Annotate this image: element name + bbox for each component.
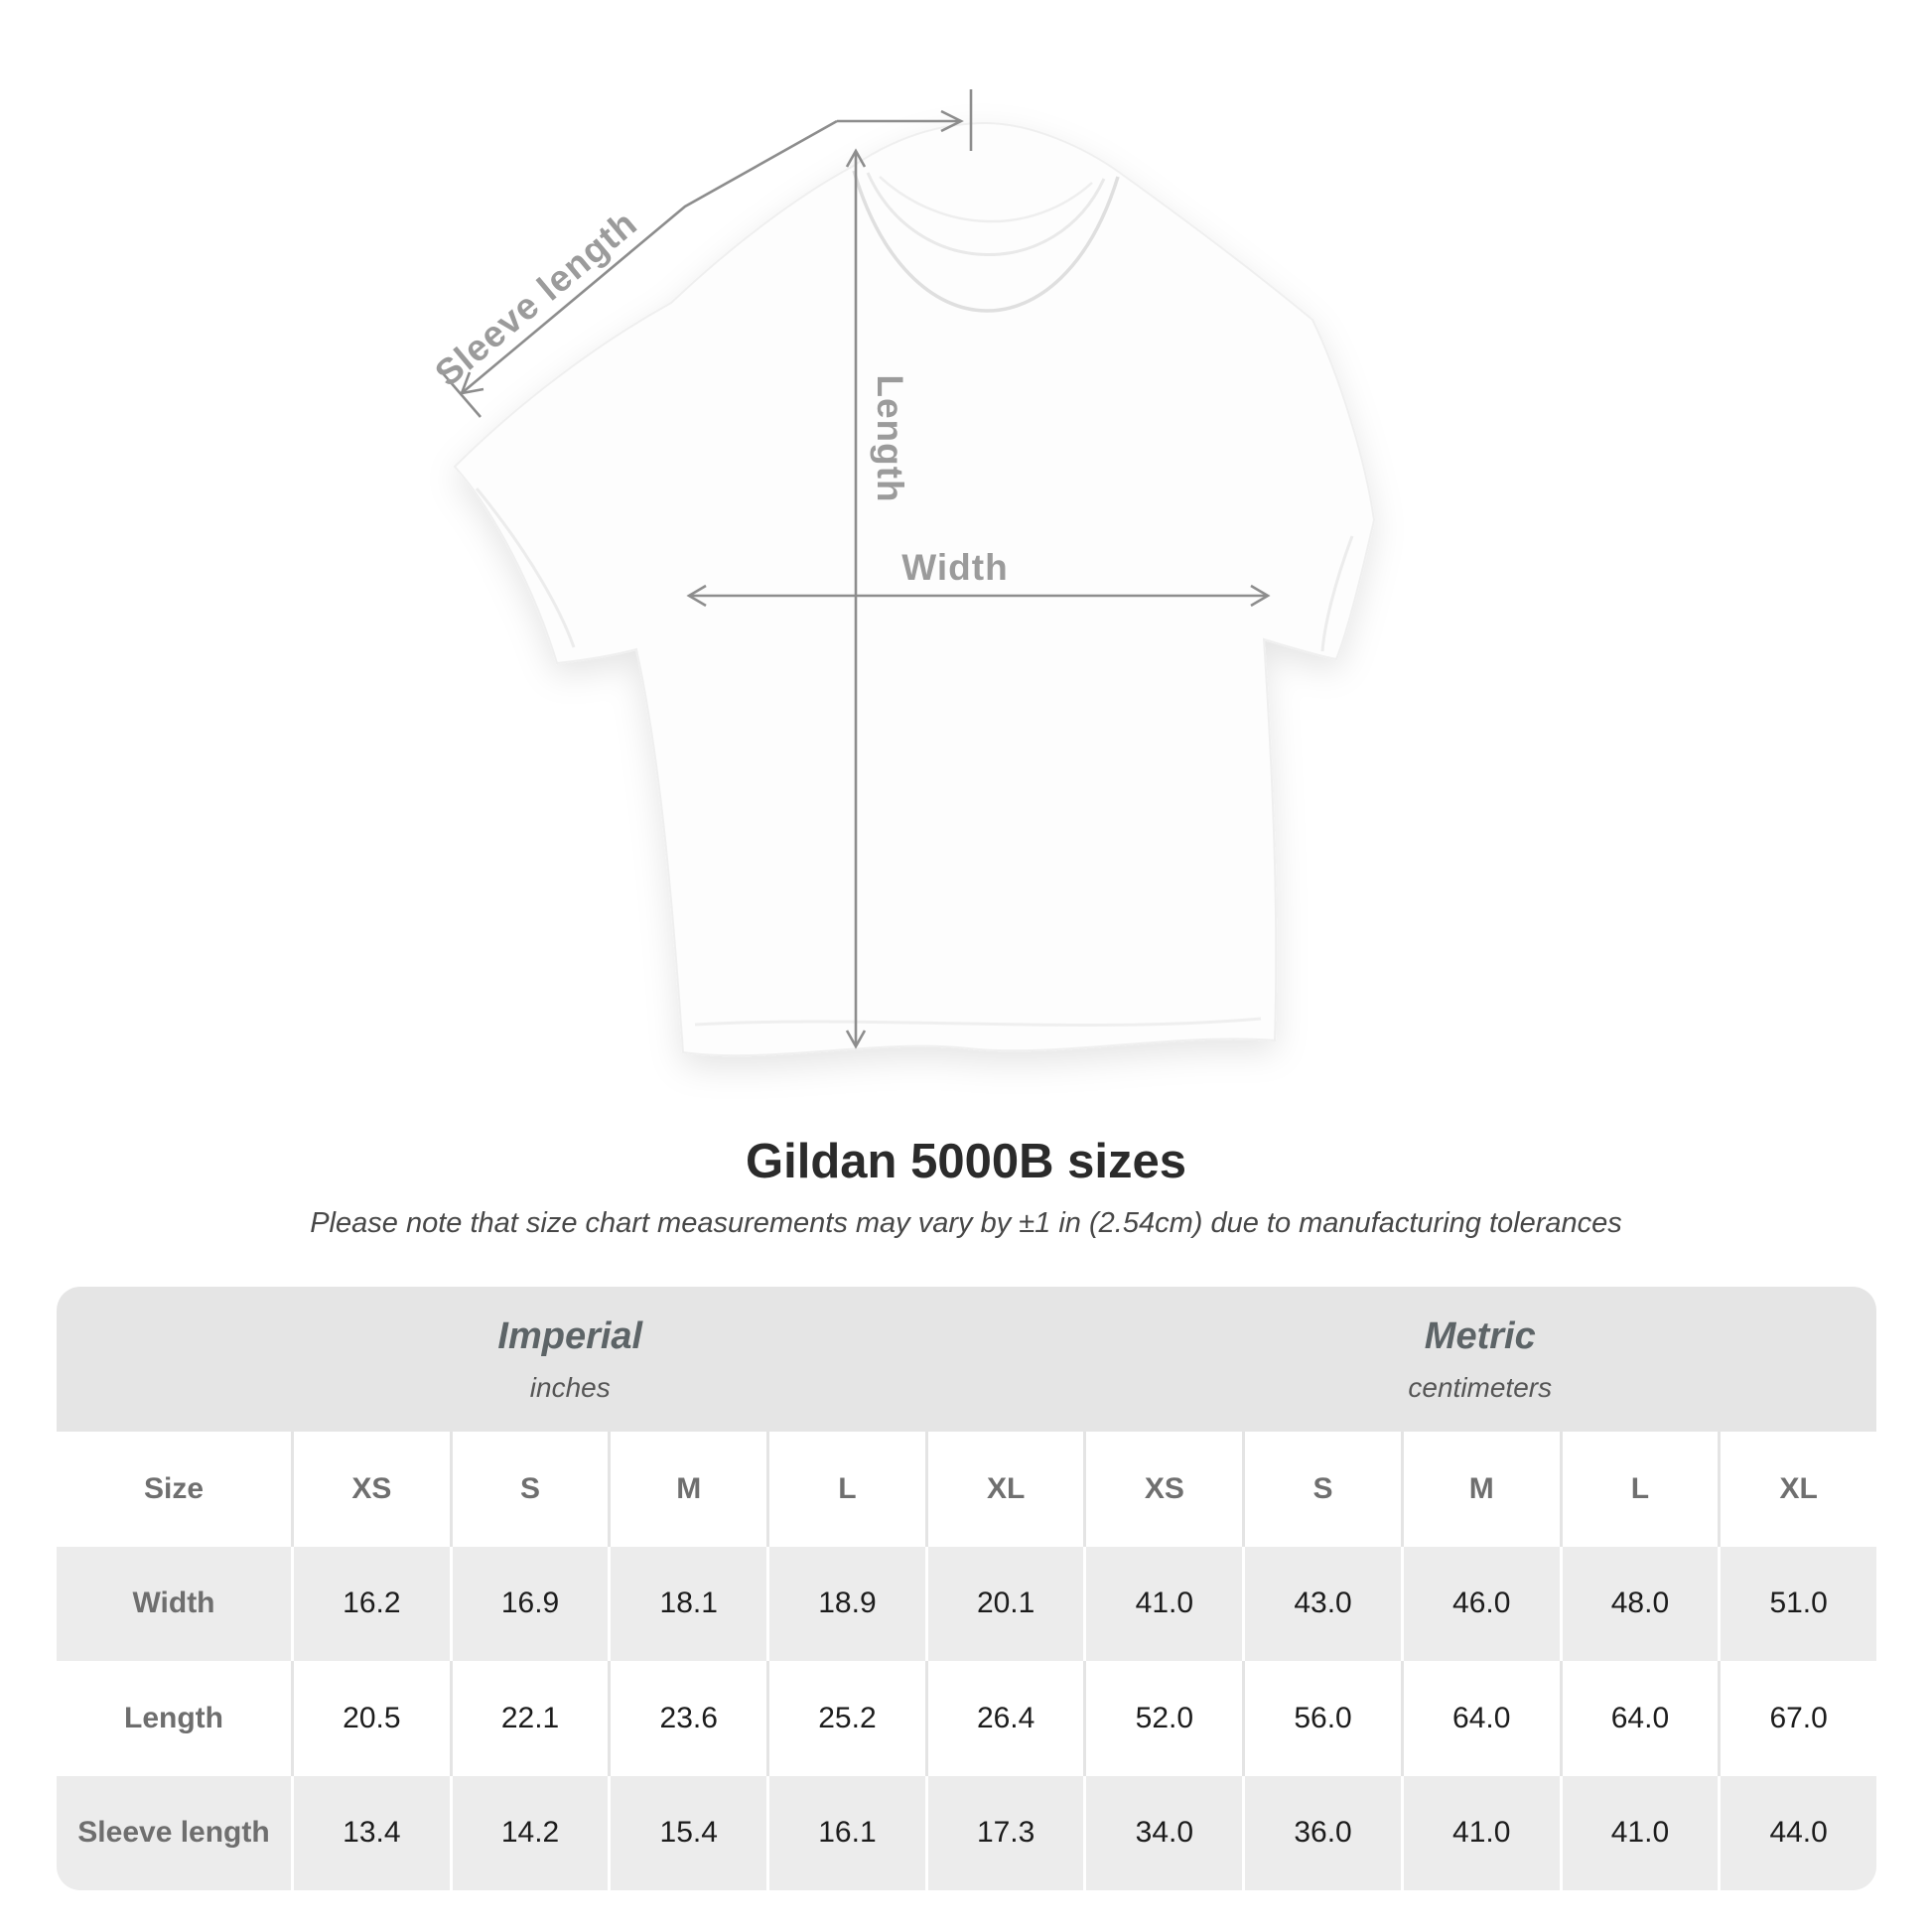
table-row-sleeve-length: Sleeve length 13.4 14.2 15.4 16.1 17.3 3… xyxy=(57,1775,1876,1890)
col-header: M xyxy=(608,1432,766,1547)
col-header: XS xyxy=(291,1432,450,1547)
value-cell: 64.0 xyxy=(1559,1661,1719,1776)
value-cell: 20.5 xyxy=(291,1661,450,1776)
value-cell: 16.9 xyxy=(449,1546,609,1661)
imperial-sublabel: inches xyxy=(529,1371,611,1403)
value-cell: 43.0 xyxy=(1242,1546,1401,1661)
size-header-cell: Size xyxy=(143,1471,205,1505)
page-title: Gildan 5000B sizes xyxy=(746,1135,1186,1188)
row-label: Length xyxy=(124,1701,223,1734)
table-row-width: Width 16.2 16.9 18.1 18.9 20.1 41.0 43.0… xyxy=(57,1546,1876,1661)
metric-label: Metric xyxy=(1424,1314,1536,1357)
unit-group-imperial: Imperial inches xyxy=(57,1287,1084,1432)
size-table: Imperial inches Metric centimeters Size … xyxy=(57,1287,1876,1890)
col-header: XL xyxy=(924,1432,1084,1547)
table-header-row: Size XS S M L XL XS S M L XL xyxy=(57,1432,1876,1547)
row-label: Width xyxy=(132,1587,215,1620)
value-cell: 20.1 xyxy=(924,1546,1084,1661)
hem-stitch xyxy=(694,1017,1262,1027)
row-label: Sleeve length xyxy=(77,1816,270,1850)
metric-sublabel: centimeters xyxy=(1408,1371,1553,1403)
value-cell: 34.0 xyxy=(1083,1775,1242,1890)
value-cell: 51.0 xyxy=(1718,1546,1876,1661)
value-cell: 23.6 xyxy=(608,1661,766,1776)
col-header: M xyxy=(1400,1432,1560,1547)
value-cell: 48.0 xyxy=(1559,1546,1719,1661)
unit-band: Imperial inches Metric centimeters xyxy=(57,1287,1876,1432)
value-cell: 52.0 xyxy=(1083,1661,1242,1776)
value-cell: 41.0 xyxy=(1083,1546,1242,1661)
width-measure-line xyxy=(686,584,1271,608)
col-header: XL xyxy=(1718,1432,1876,1547)
imperial-label: Imperial xyxy=(497,1314,643,1357)
value-cell: 41.0 xyxy=(1559,1775,1719,1890)
col-header: L xyxy=(766,1432,925,1547)
value-cell: 36.0 xyxy=(1242,1775,1401,1890)
collar-inner-edge xyxy=(866,172,1106,256)
collar-outer-seam xyxy=(852,170,1120,313)
col-header: XS xyxy=(1083,1432,1242,1547)
unit-group-metric: Metric centimeters xyxy=(1084,1287,1876,1432)
shirt-diagram: Sleeve length Length Width xyxy=(427,89,1376,1057)
value-cell: 13.4 xyxy=(291,1775,450,1890)
value-cell: 18.1 xyxy=(608,1546,766,1661)
shirt-body xyxy=(453,121,1376,1057)
value-cell: 25.2 xyxy=(766,1661,925,1776)
value-cell: 16.2 xyxy=(291,1546,450,1661)
value-cell: 67.0 xyxy=(1718,1661,1876,1776)
value-cell: 14.2 xyxy=(449,1775,609,1890)
value-cell: 64.0 xyxy=(1400,1661,1560,1776)
col-header: S xyxy=(449,1432,609,1547)
value-cell: 26.4 xyxy=(924,1661,1084,1776)
value-cell: 56.0 xyxy=(1242,1661,1401,1776)
value-cell: 15.4 xyxy=(608,1775,766,1890)
value-cell: 46.0 xyxy=(1400,1546,1560,1661)
table-row-length: Length 20.5 22.1 23.6 25.2 26.4 52.0 56.… xyxy=(57,1661,1876,1776)
col-header: L xyxy=(1559,1432,1719,1547)
col-header: S xyxy=(1242,1432,1401,1547)
value-cell: 44.0 xyxy=(1718,1775,1876,1890)
value-cell: 18.9 xyxy=(766,1546,925,1661)
sleeve-length-measure-line xyxy=(442,89,973,418)
value-cell: 22.1 xyxy=(449,1661,609,1776)
collar-back-line xyxy=(879,176,1093,223)
right-cuff-stitch xyxy=(1320,535,1354,652)
value-cell: 16.1 xyxy=(766,1775,925,1890)
length-measure-line xyxy=(845,148,867,1049)
value-cell: 17.3 xyxy=(924,1775,1084,1890)
left-cuff-stitch xyxy=(475,487,576,648)
page-subtitle: Please note that size chart measurements… xyxy=(310,1207,1622,1239)
width-label: Width xyxy=(901,547,1008,588)
length-label: Length xyxy=(870,374,910,502)
value-cell: 41.0 xyxy=(1400,1775,1560,1890)
